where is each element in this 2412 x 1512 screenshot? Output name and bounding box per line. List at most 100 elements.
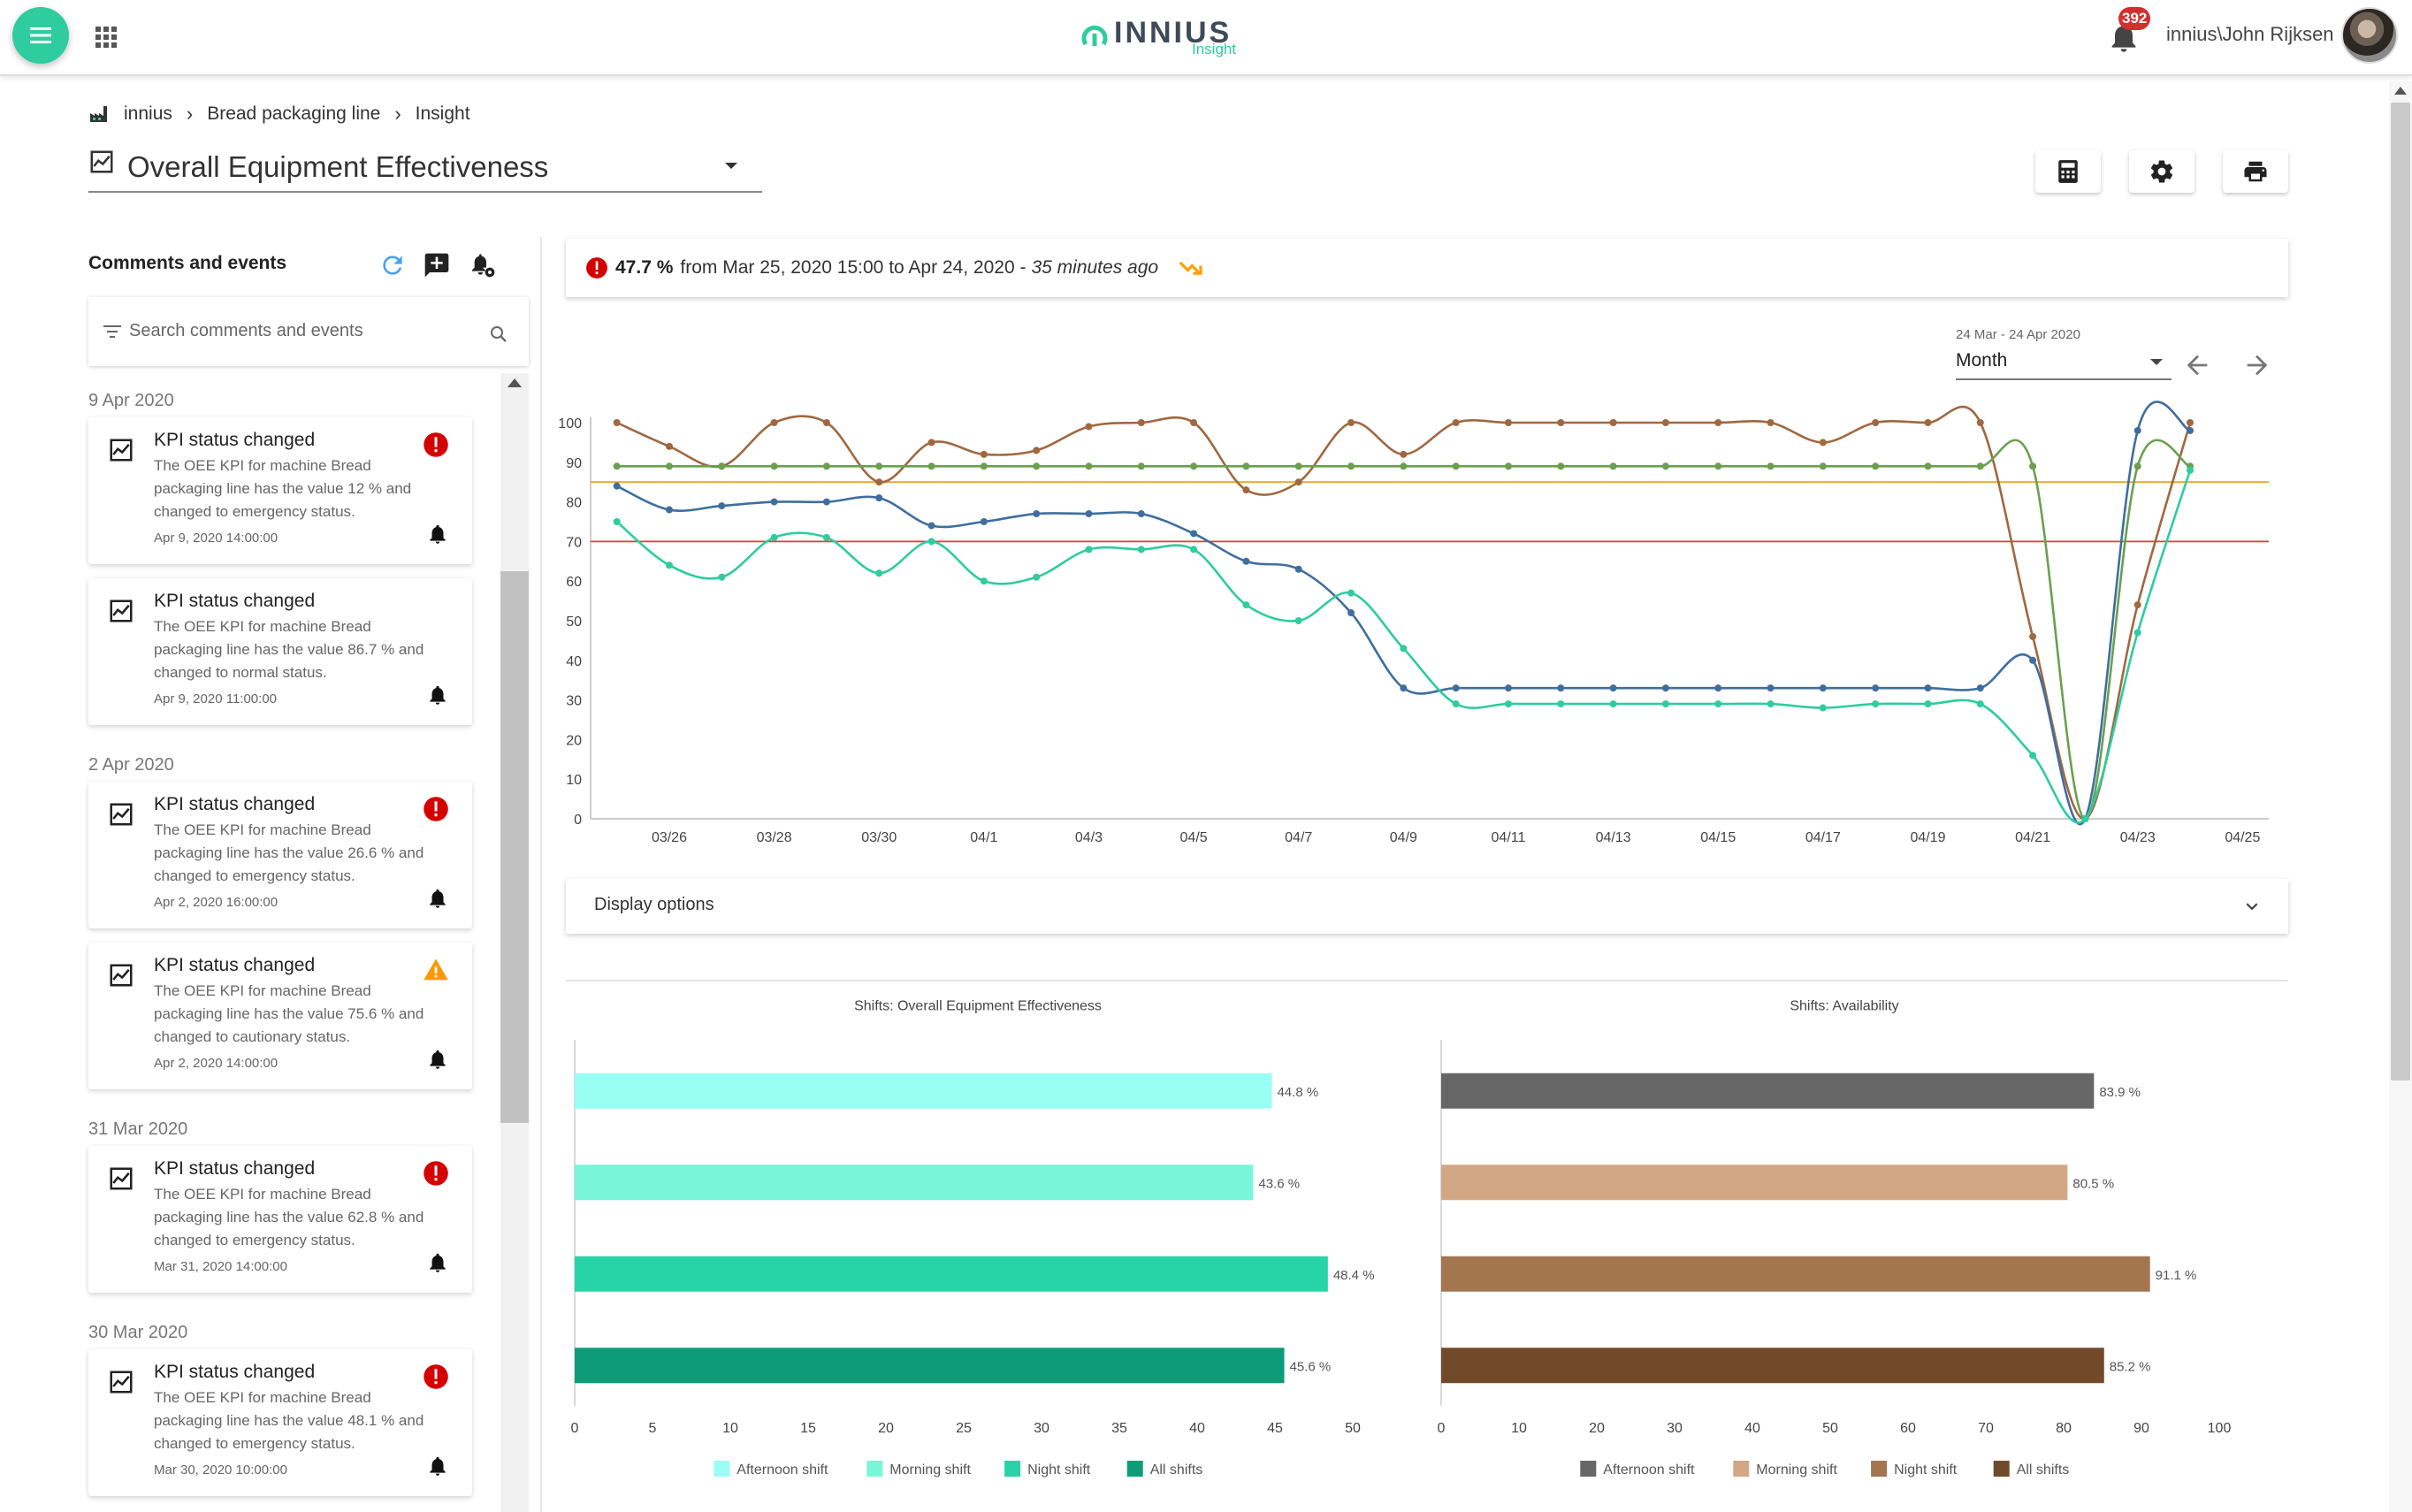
event-card[interactable]: KPI status changed The OEE KPI for machi… [88, 1349, 472, 1496]
breadcrumb-item-machine[interactable]: Bread packaging line [207, 103, 381, 124]
data-point [1190, 546, 1198, 554]
calculator-button[interactable] [2035, 150, 2101, 193]
y-tick-label: 80 [566, 496, 582, 511]
event-timestamp: Mar 30, 2020 10:00:00 [154, 1462, 287, 1478]
data-point [1714, 684, 1722, 692]
data-point [718, 573, 726, 581]
y-tick-label: 90 [566, 456, 582, 471]
data-point [1242, 601, 1250, 609]
bell-icon[interactable] [2106, 19, 2141, 55]
data-point [1976, 684, 1984, 692]
data-point [2029, 656, 2037, 664]
kpi-selector[interactable]: Overall Equipment Effectiveness [88, 141, 762, 193]
legend-label: Morning shift [889, 1462, 971, 1478]
data-point [1452, 700, 1460, 708]
x-tick-label: 04/25 [2225, 830, 2260, 845]
data-point [822, 462, 830, 470]
event-card[interactable]: KPI status changed The OEE KPI for machi… [88, 1146, 472, 1293]
filter-icon[interactable] [103, 324, 122, 340]
event-card[interactable]: KPI status changed The OEE KPI for machi… [88, 943, 472, 1089]
event-card[interactable]: KPI status changed The OEE KPI for machi… [88, 578, 472, 725]
chevron-right-icon: › [186, 103, 194, 125]
arrow-left-icon[interactable] [2182, 350, 2212, 380]
bell-icon[interactable] [426, 1454, 449, 1478]
data-point [1557, 684, 1565, 692]
bell-icon[interactable] [426, 1047, 449, 1072]
data-point [1767, 700, 1775, 708]
page-scrollbar-thumb[interactable] [2391, 103, 2410, 1081]
x-tick-label: 04/5 [1180, 830, 1208, 845]
shifts-availability-bar-chart[interactable]: Shifts: Availability 83.9 % 80.5 % 91.1 % 85… [1415, 996, 2281, 1500]
search-input[interactable] [129, 317, 474, 345]
data-point [1924, 700, 1932, 708]
data-point [980, 462, 988, 470]
event-description: The OEE KPI for machine Bread packaging … [154, 1186, 424, 1249]
page-scroll-up-arrow[interactable] [2394, 87, 2407, 95]
display-options-panel[interactable]: Display options [566, 879, 2288, 934]
refresh-icon[interactable] [378, 251, 407, 279]
apps-grid-icon[interactable] [94, 25, 118, 50]
series-line [615, 470, 2192, 824]
notification-count-badge[interactable]: 392 [2118, 7, 2151, 30]
bar-value-label: 85.2 % [2110, 1359, 2151, 1374]
print-button[interactable] [2223, 150, 2288, 193]
event-card[interactable]: KPI status changed The OEE KPI for machi… [88, 782, 472, 928]
avatar[interactable] [2341, 7, 2398, 64]
x-tick-label: 45 [1267, 1421, 1283, 1436]
comments-scrollbar-thumb[interactable] [500, 571, 529, 1123]
data-point [1347, 589, 1355, 597]
menu-button[interactable] [12, 7, 69, 64]
y-tick-label: 20 [566, 733, 582, 748]
data-point [1976, 462, 1984, 470]
y-tick-label: 70 [566, 535, 582, 550]
legend-swatch [714, 1461, 730, 1477]
data-point [1190, 462, 1198, 470]
oee-line-chart[interactable]: 0 10 20 30 40 50 60 70 80 90 100 03/26 03/28 03/30 04/… [548, 398, 2317, 858]
bell-icon[interactable] [426, 522, 449, 546]
data-point [1294, 565, 1302, 573]
scroll-up-arrow[interactable] [508, 378, 522, 387]
shifts-oee-bar-chart[interactable]: Shifts: Overall Equipment Effectiveness 4… [548, 996, 1415, 1500]
y-tick-label: 30 [566, 694, 582, 709]
data-point [1504, 462, 1512, 470]
user-name[interactable]: innius\John Rijksen [2166, 23, 2334, 45]
y-tick-label: 10 [566, 773, 582, 788]
error-circle-icon [424, 432, 448, 457]
arrow-right-icon[interactable] [2242, 350, 2272, 380]
data-point [1033, 573, 1041, 581]
bell-icon[interactable] [426, 1250, 449, 1275]
logo-mark-icon [1081, 25, 1108, 46]
series-line [616, 405, 2192, 821]
period-select[interactable]: Month [1956, 347, 2172, 380]
bell-icon[interactable] [426, 886, 449, 911]
data-point [1714, 700, 1722, 708]
bell-settings-icon[interactable] [469, 251, 497, 279]
data-point [1242, 462, 1250, 470]
caret-down-icon [725, 163, 737, 169]
event-card[interactable]: KPI status changed The OEE KPI for machi… [88, 417, 472, 564]
data-point [1557, 700, 1565, 708]
x-tick-label: 10 [722, 1421, 738, 1436]
data-point [1767, 684, 1775, 692]
search-icon[interactable] [488, 324, 509, 345]
kpi-value: 47.7 % [615, 257, 674, 278]
display-options-label: Display options [594, 895, 714, 914]
data-point [980, 577, 988, 585]
settings-button[interactable] [2129, 150, 2194, 193]
data-point [1767, 419, 1775, 426]
data-point [1609, 700, 1617, 708]
bell-icon[interactable] [426, 683, 449, 707]
x-tick-label: 04/11 [1492, 830, 1526, 845]
x-tick-label: 03/30 [861, 830, 897, 845]
x-tick-label: 5 [649, 1421, 657, 1436]
date-header: 30 Mar 2020 [88, 1323, 188, 1342]
data-point [770, 419, 778, 426]
add-comment-icon[interactable] [423, 251, 451, 279]
breadcrumb-item-insight[interactable]: Insight [415, 103, 470, 124]
gear-icon [2150, 160, 2173, 183]
chart-line-icon [110, 1167, 133, 1190]
breadcrumb-item-innius[interactable]: innius [124, 103, 172, 124]
event-description: The OEE KPI for machine Bread packaging … [154, 982, 424, 1045]
comments-search[interactable] [88, 297, 529, 366]
x-tick-label: 15 [800, 1421, 816, 1436]
